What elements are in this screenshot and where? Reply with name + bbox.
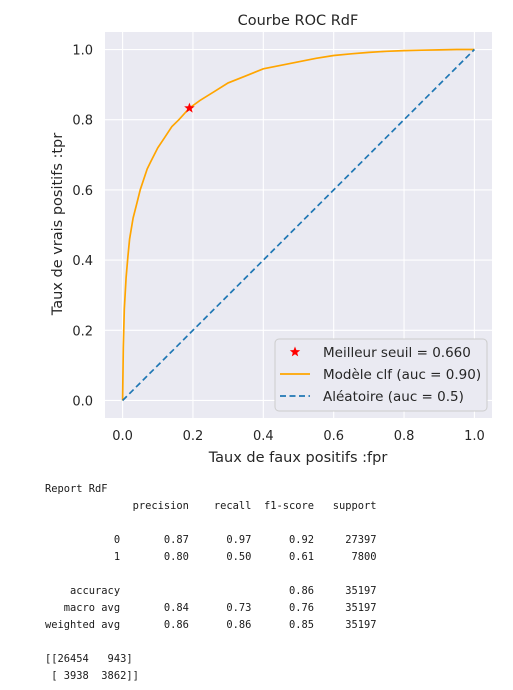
best-threshold-marker: [184, 102, 195, 113]
roc-curve-line: [121, 48, 475, 401]
x-tick-label: 1.0: [464, 429, 485, 444]
x-axis-label: Taux de faux positifs :fpr: [208, 450, 388, 466]
report-line: 0 0.87 0.97 0.92 27397: [45, 534, 377, 546]
x-tick-label: 0.8: [394, 429, 415, 444]
report-line: macro avg 0.84 0.73 0.76 35197: [45, 602, 377, 614]
report-line: Report RdF: [45, 483, 108, 495]
legend-label: Meilleur seuil = 0.660: [323, 345, 471, 361]
x-tick-label: 0.4: [253, 429, 274, 444]
markers: [184, 102, 195, 113]
legend: Meilleur seuil = 0.660 Modèle clf (auc = …: [274, 338, 488, 412]
legend-box: [274, 338, 488, 412]
classification-report: Report RdF precision recall f1-score sup…: [45, 481, 377, 685]
y-tick-label: 0.2: [72, 324, 93, 339]
report-line: weighted avg 0.86 0.86 0.85 35197: [45, 619, 377, 631]
x-tick-label: 0.0: [112, 429, 133, 444]
y-tick-label: 1.0: [72, 44, 93, 59]
report-line: 1 0.80 0.50 0.61 7800: [45, 551, 377, 563]
report-line: precision recall f1-score support: [45, 500, 377, 512]
grid-lines: [105, 32, 492, 418]
roc-chart: Courbe ROC RdF 0.0 0.2 0.4 0.6 0.8 1.00.00.20…: [50, 13, 492, 466]
y-axis-label: Taux de vrais positifs :tpr: [50, 133, 66, 316]
y-tick-label: 0.0: [72, 394, 93, 409]
series-lines: [121, 48, 476, 402]
confusion-matrix-row: [ 3938 3862]]: [45, 670, 139, 682]
y-tick-label: 0.4: [72, 254, 93, 269]
axis-ticks: 0.0 0.2 0.4 0.6 0.8 1.0 0.0 0.2 0.4 0.6 0.8 1.0: [72, 44, 484, 444]
random-baseline-line: [121, 48, 476, 402]
y-tick-label: 0.8: [72, 114, 93, 129]
legend-label: Aléatoire (auc = 0.5): [323, 389, 464, 405]
y-tick-label: 0.6: [72, 184, 93, 199]
report-line: accuracy 0.86 35197: [45, 585, 377, 597]
chart-title: Courbe ROC RdF: [238, 13, 359, 29]
x-tick-label: 0.6: [323, 429, 344, 444]
confusion-matrix-row: [[26454 943]: [45, 653, 133, 665]
x-tick-label: 0.2: [183, 429, 204, 444]
legend-star-swatch: [289, 346, 301, 357]
legend-label: Modèle clf (auc = 0.90): [323, 367, 481, 383]
